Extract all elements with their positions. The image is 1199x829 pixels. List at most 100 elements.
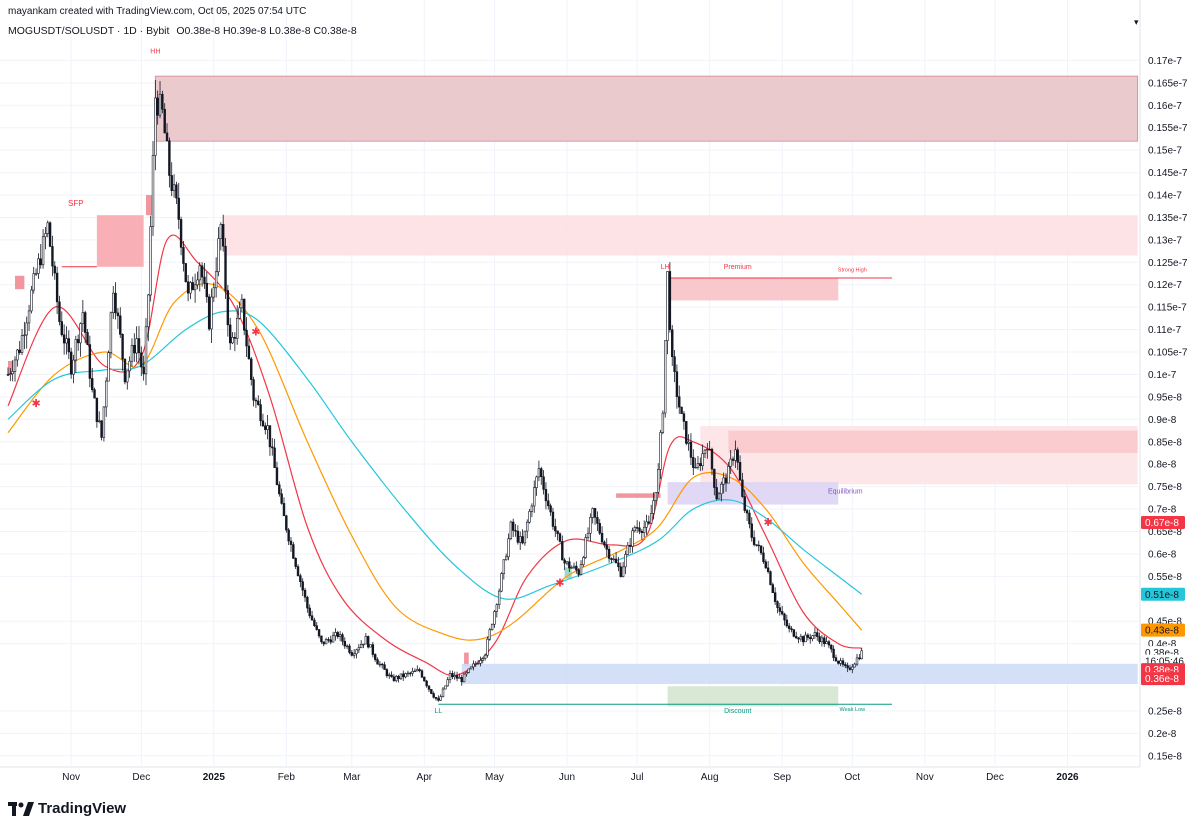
candle xyxy=(535,475,538,496)
candle xyxy=(303,587,307,602)
candle xyxy=(278,481,281,497)
ohlc-values: O0.38e-8 H0.39e-8 L0.38e-8 C0.38e-8 xyxy=(176,25,357,37)
candle xyxy=(102,406,106,442)
candle-body xyxy=(381,663,384,666)
candle xyxy=(755,544,758,547)
candle xyxy=(526,519,529,539)
candle xyxy=(168,137,171,188)
candle xyxy=(493,609,496,628)
candle-body xyxy=(785,619,789,627)
candle xyxy=(745,508,749,522)
candle xyxy=(383,661,386,670)
time-axis[interactable]: Nov Dec 2025 Feb Mar Apr May Jun Jul Aug Sep Oct Nov… xyxy=(62,772,1079,783)
candle xyxy=(395,674,398,683)
candle xyxy=(25,316,28,349)
candle-body xyxy=(79,323,82,344)
candle-body xyxy=(495,604,499,612)
zone-green-small xyxy=(564,567,572,579)
candle-body xyxy=(245,329,248,347)
candle-body xyxy=(453,675,456,678)
x-tick-label: Oct xyxy=(845,772,861,783)
candle xyxy=(30,285,33,314)
candle-body xyxy=(254,399,258,402)
candle-body xyxy=(212,287,216,298)
candle-body xyxy=(334,632,337,637)
y-tick-label: 0.85e-8 xyxy=(1148,437,1182,448)
candle xyxy=(149,215,152,302)
candle xyxy=(839,657,842,667)
candle xyxy=(710,447,714,476)
candle xyxy=(23,321,26,350)
candle xyxy=(495,603,499,618)
candle-body xyxy=(252,379,255,401)
candle xyxy=(453,671,456,680)
candle xyxy=(434,696,438,701)
candle xyxy=(589,513,592,542)
x-tick-label: Jul xyxy=(631,772,644,783)
candle-body xyxy=(121,334,124,360)
candle xyxy=(416,665,419,672)
candle-body xyxy=(839,660,842,664)
candle xyxy=(664,340,667,418)
candle xyxy=(13,356,17,382)
candle-body xyxy=(638,527,641,532)
candle xyxy=(381,662,384,669)
candle xyxy=(355,648,358,659)
candle-body xyxy=(392,676,396,681)
candle xyxy=(750,517,753,542)
candle xyxy=(488,627,492,641)
candle-body xyxy=(818,636,821,643)
candle-body xyxy=(259,404,262,422)
candle xyxy=(203,262,206,289)
candle-body xyxy=(745,510,749,514)
candle-body xyxy=(11,371,14,375)
candle-body xyxy=(680,406,683,414)
candle xyxy=(766,561,770,574)
candle xyxy=(685,421,688,446)
candle-body xyxy=(306,596,309,609)
candle-body xyxy=(301,581,304,591)
candle-body xyxy=(474,663,477,665)
candle-body xyxy=(472,663,475,668)
candle xyxy=(212,282,216,302)
candle xyxy=(306,595,309,613)
symbol-info[interactable]: MOGUSDT/SOLUSDT · 1D · Bybit O0.38e-8 H0… xyxy=(8,25,357,37)
tradingview-logo[interactable]: TradingView xyxy=(8,800,126,817)
candle xyxy=(762,546,765,564)
candle xyxy=(280,488,283,505)
y-tick-label: 0.15e-7 xyxy=(1148,146,1182,157)
candle-body xyxy=(6,374,10,376)
candle xyxy=(285,514,288,533)
y-tick-label: 0.12e-7 xyxy=(1148,280,1182,291)
y-tick-label: 0.4e-8 xyxy=(1148,639,1177,650)
candle-body xyxy=(752,537,756,545)
candle xyxy=(373,653,377,662)
price-label-bg xyxy=(1141,672,1185,686)
x-tick-label: Dec xyxy=(132,772,150,783)
price-axis[interactable]: 0.17e-7 0.165e-7 0.16e-7 0.155e-7 0.15e-7 0.1… xyxy=(1134,17,1188,762)
candles-layer[interactable] xyxy=(6,79,863,702)
candle xyxy=(467,668,470,674)
candle xyxy=(44,227,47,250)
candle xyxy=(830,644,833,653)
candle xyxy=(455,671,459,682)
candle-body xyxy=(247,345,251,360)
candle xyxy=(243,298,246,336)
candle xyxy=(107,350,110,382)
candle xyxy=(540,466,543,485)
candle xyxy=(722,472,725,494)
candle-body xyxy=(727,466,730,484)
candle xyxy=(530,503,534,518)
candle xyxy=(806,633,810,641)
candle xyxy=(624,550,627,574)
candle-body xyxy=(773,592,777,602)
candle-body xyxy=(483,654,487,659)
symbol-line[interactable]: MOGUSDT/SOLUSDT · 1D · Bybit xyxy=(8,25,170,37)
zone-red-small xyxy=(145,195,154,216)
candle xyxy=(654,492,658,507)
candle xyxy=(313,617,316,627)
candle-body xyxy=(322,641,325,645)
candle-body xyxy=(497,590,501,605)
candle-body xyxy=(682,413,686,422)
